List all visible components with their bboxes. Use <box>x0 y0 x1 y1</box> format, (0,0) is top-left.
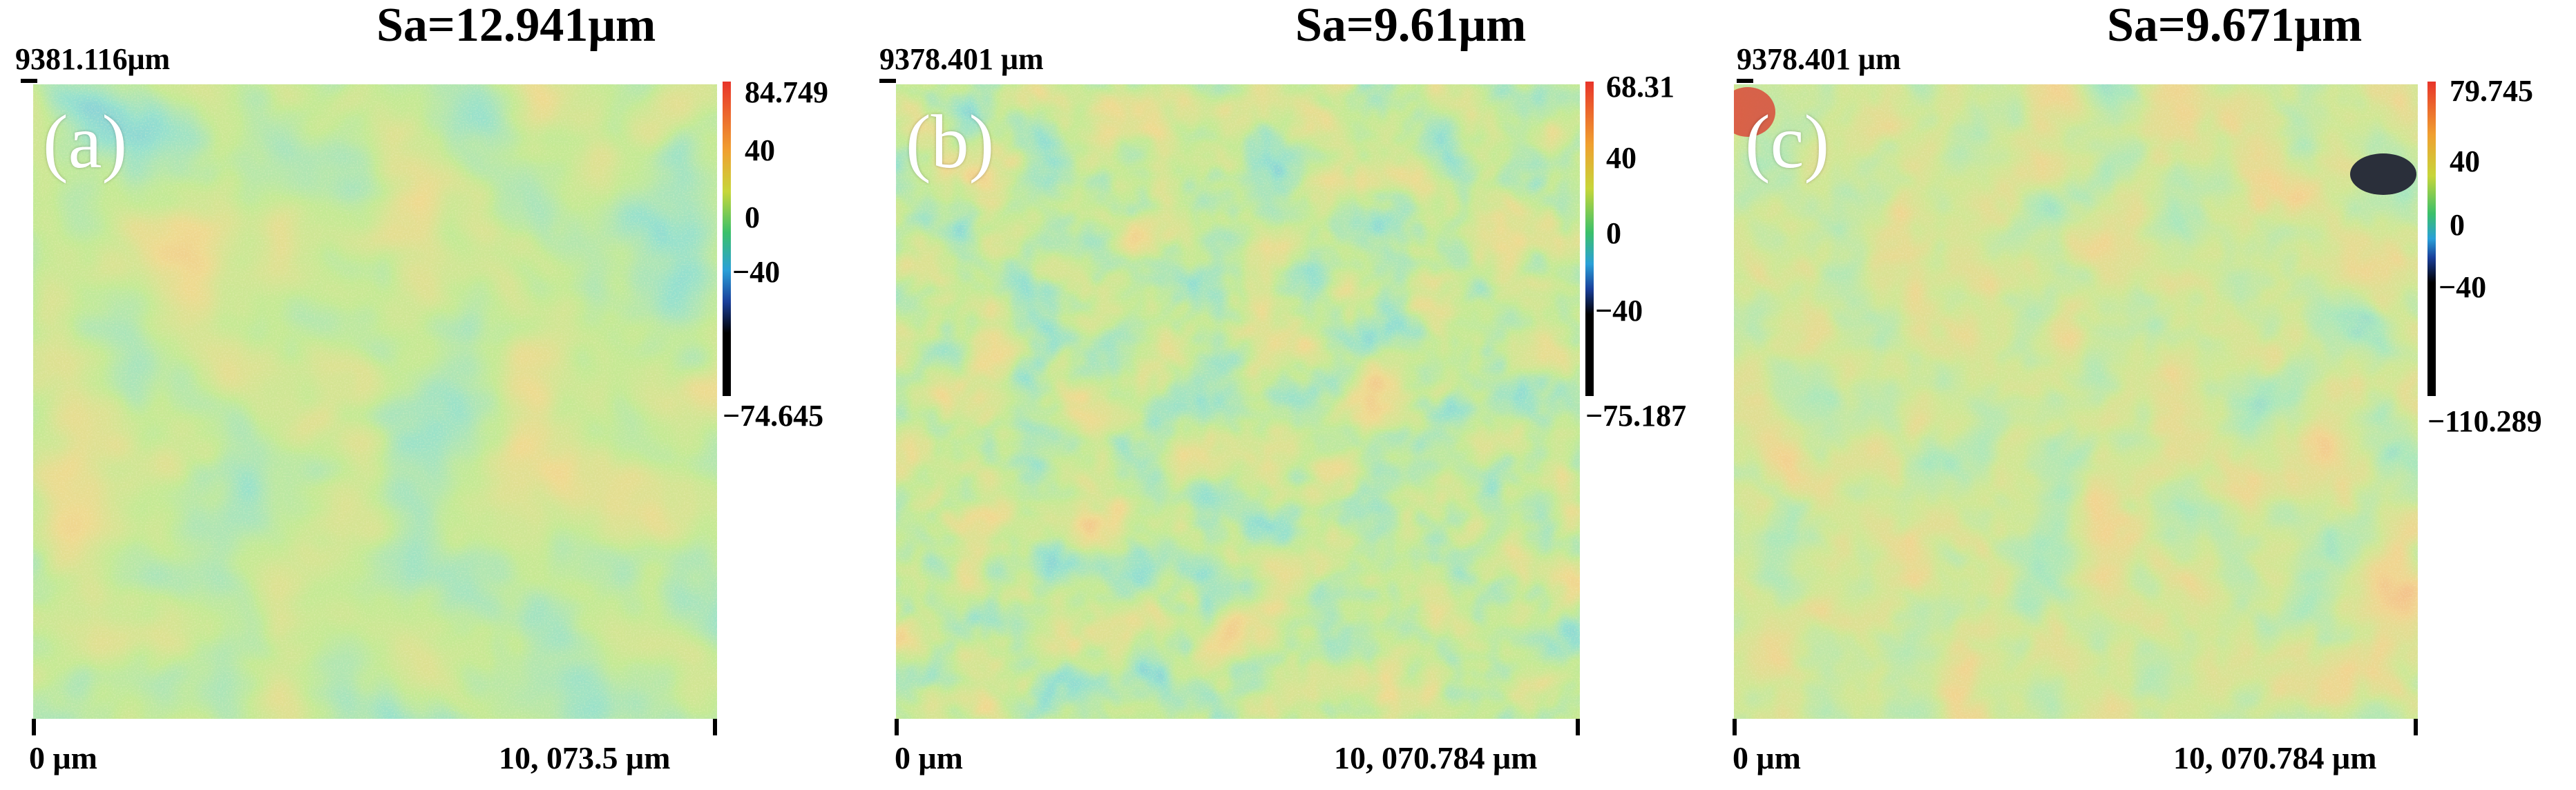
x-origin-label: 0 μm <box>1733 740 1801 775</box>
roughness-title: Sa=9.61μm <box>1295 0 1527 52</box>
colorbar-max-label: 84.749 <box>745 75 828 109</box>
y-axis-top-tick <box>1737 79 1753 83</box>
colorbar-tick-label: 40 <box>2450 144 2480 178</box>
colorbar-tick-label: −40 <box>732 255 781 289</box>
colorbar-tick-label: 0 <box>745 200 760 234</box>
height-map-image <box>33 84 717 719</box>
x-extent-label: 10, 070.784 μm <box>2173 740 2377 775</box>
colorbar-tick-label: −40 <box>1595 294 1643 328</box>
surface-pit <box>2350 153 2416 195</box>
x-axis-end-tick <box>1576 719 1580 735</box>
y-extent-label: 9381.116μm <box>15 42 171 76</box>
colorbar-min-label: −75.187 <box>1585 399 1687 433</box>
x-extent-label: 10, 070.784 μm <box>1334 740 1538 775</box>
panel-c: 9378.401 μm Sa=9.671μm <box>1720 0 2576 790</box>
y-axis-top-tick <box>21 79 37 83</box>
colorbar <box>1585 82 1594 396</box>
y-extent-label: 9378.401 μm <box>879 42 1044 76</box>
x-axis-end-tick <box>2414 719 2418 735</box>
x-extent-label: 10, 073.5 μm <box>499 740 671 775</box>
panel-label: (b) <box>906 100 995 184</box>
colorbar-tick-label: −40 <box>2439 270 2487 304</box>
colorbar-tick-label: 0 <box>1606 216 1621 250</box>
x-axis-end-tick <box>713 719 717 735</box>
colorbar-min-label: −74.645 <box>723 399 824 433</box>
colorbar <box>723 82 731 396</box>
x-axis-origin-tick <box>1733 719 1737 735</box>
x-axis-origin-tick <box>32 719 36 735</box>
roughness-title: Sa=9.671μm <box>2107 0 2363 52</box>
panel-label: (a) <box>43 100 128 184</box>
surface-height-map <box>896 84 1580 719</box>
y-extent-label: 9378.401 μm <box>1737 42 1901 76</box>
surface-height-map <box>33 84 717 719</box>
colorbar-max-label: 79.745 <box>2450 74 2533 108</box>
roughness-title: Sa=12.941μm <box>376 0 656 52</box>
surface-peak <box>1734 87 1775 137</box>
height-map-image <box>1734 84 2418 719</box>
panel-b: 9378.401 μm Sa=9.61μm <box>860 0 1720 790</box>
colorbar-tick-label: 40 <box>745 133 775 167</box>
x-axis-origin-tick <box>895 719 899 735</box>
x-origin-label: 0 μm <box>29 740 97 775</box>
colorbar <box>2427 82 2436 396</box>
panel-label: (c) <box>1745 100 1830 184</box>
colorbar-tick-label: 0 <box>2450 208 2465 242</box>
colorbar-tick-label: 40 <box>1606 141 1637 175</box>
y-axis-top-tick <box>879 79 896 83</box>
height-map-image <box>896 84 1580 719</box>
x-origin-label: 0 μm <box>895 740 963 775</box>
colorbar-min-label: −110.289 <box>2427 404 2542 438</box>
panel-a: 9381.116μm Sa=12.941μm <box>0 0 860 790</box>
colorbar-max-label: 68.31 <box>1606 70 1675 104</box>
surface-height-map <box>1734 84 2418 719</box>
